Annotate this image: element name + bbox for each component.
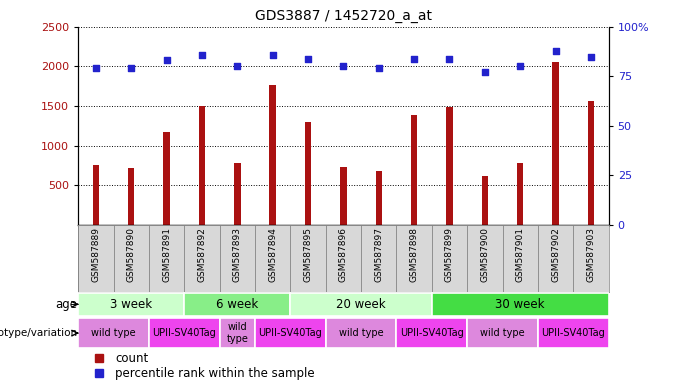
Bar [234,163,241,225]
Bar [255,225,290,292]
Bar [326,318,396,348]
Bar [326,225,361,292]
Text: 20 week: 20 week [337,298,386,311]
Bar [588,101,594,225]
Bar [92,164,99,225]
Text: wild type: wild type [91,328,136,338]
Text: UPII-SV40Tag: UPII-SV40Tag [400,328,464,338]
Text: 30 week: 30 week [496,298,545,311]
Bar [396,225,432,292]
Point [197,51,207,58]
Bar [290,225,326,292]
Bar [375,171,382,225]
Bar [517,163,524,225]
Bar [432,225,467,292]
Text: GSM587903: GSM587903 [586,227,596,281]
Bar [396,318,467,348]
Text: UPII-SV40Tag: UPII-SV40Tag [541,328,605,338]
Bar [467,225,503,292]
Bar [149,225,184,292]
Point [161,58,172,64]
Bar [411,115,418,225]
Point [126,65,137,71]
Bar [255,318,326,348]
Bar [290,293,432,316]
Text: GSM587889: GSM587889 [91,227,101,281]
Text: GSM587898: GSM587898 [409,227,419,281]
Bar [269,85,276,225]
Text: GSM587892: GSM587892 [197,227,207,281]
Point [585,53,596,60]
Bar [114,225,149,292]
Text: GSM587901: GSM587901 [515,227,525,281]
Point [232,63,243,70]
Bar [78,293,184,316]
Text: 3 week: 3 week [110,298,152,311]
Point [267,51,278,58]
Point [550,48,561,54]
Text: wild
type: wild type [226,322,248,344]
Point [303,55,313,61]
Text: GSM587900: GSM587900 [480,227,490,281]
Text: wild type: wild type [480,328,525,338]
Bar [538,225,573,292]
Text: percentile rank within the sample: percentile rank within the sample [116,367,315,380]
Bar [163,132,170,225]
Bar [128,168,135,225]
Bar [199,106,205,225]
Bar [340,167,347,225]
Bar [305,122,311,225]
Bar [220,225,255,292]
Text: 6 week: 6 week [216,298,258,311]
Bar [481,175,488,225]
Bar [446,107,453,225]
Text: GSM587894: GSM587894 [268,227,277,281]
Bar [552,63,559,225]
Text: GSM587890: GSM587890 [126,227,136,281]
Point [90,65,101,71]
Text: GSM587897: GSM587897 [374,227,384,281]
Text: GSM587891: GSM587891 [162,227,171,281]
Bar [220,318,255,348]
Text: GSM587896: GSM587896 [339,227,348,281]
Text: count: count [116,351,148,364]
Point [444,55,455,61]
Bar [78,225,114,292]
Bar [78,318,149,348]
Bar [149,318,220,348]
Text: wild type: wild type [339,328,384,338]
Bar [432,293,609,316]
Point [338,63,349,70]
Text: UPII-SV40Tag: UPII-SV40Tag [258,328,322,338]
Title: GDS3887 / 1452720_a_at: GDS3887 / 1452720_a_at [255,9,432,23]
Bar [538,318,609,348]
Bar [573,225,609,292]
Text: age: age [56,298,78,311]
Point [409,55,420,61]
Text: genotype/variation: genotype/variation [0,328,78,338]
Bar [503,225,538,292]
Bar [184,293,290,316]
Point [479,69,490,75]
Text: GSM587893: GSM587893 [233,227,242,281]
Point [373,65,384,71]
Text: GSM587902: GSM587902 [551,227,560,281]
Bar [361,225,396,292]
Text: GSM587895: GSM587895 [303,227,313,281]
Bar [467,318,538,348]
Text: GSM587899: GSM587899 [445,227,454,281]
Text: UPII-SV40Tag: UPII-SV40Tag [152,328,216,338]
Point [515,63,526,70]
Bar [184,225,220,292]
